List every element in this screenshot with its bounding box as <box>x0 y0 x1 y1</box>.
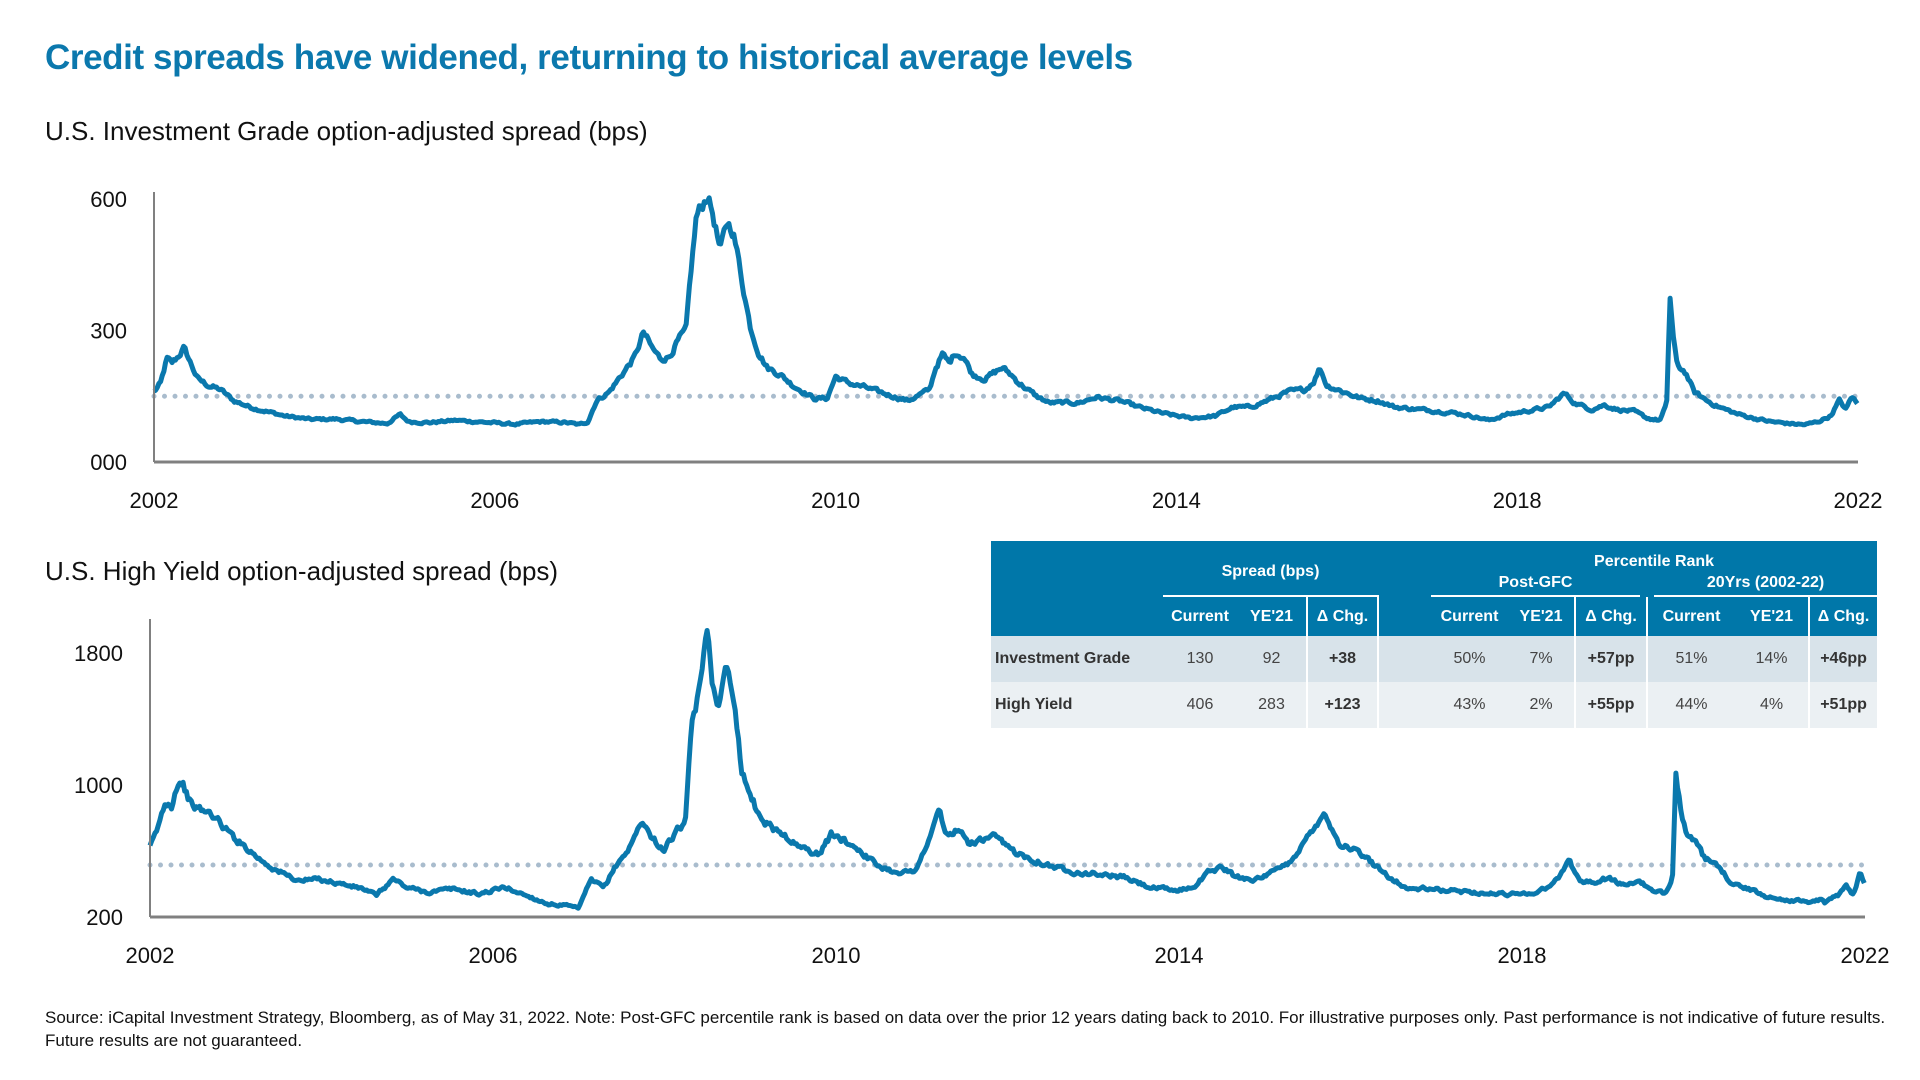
spread-current: 406 <box>1163 682 1237 728</box>
spread-ye21: 92 <box>1237 636 1307 682</box>
post-chg: +55pp <box>1574 682 1649 728</box>
y20-current: 44% <box>1647 682 1736 728</box>
y-tick-label: 1800 <box>74 641 123 666</box>
x-tick-label: 2006 <box>469 943 518 968</box>
header-spread-chg: Δ Chg. <box>1305 596 1380 636</box>
post-chg: +57pp <box>1574 636 1649 682</box>
spread-series-line <box>147 628 1867 911</box>
header-percentile-group: Percentile Rank <box>1431 541 1878 571</box>
y-tick-label: 600 <box>90 187 127 212</box>
header-20yrs-chg: Δ Chg. <box>1808 596 1878 636</box>
x-tick-label: 2018 <box>1498 943 1547 968</box>
spread-series-line <box>152 195 1860 428</box>
x-tick-label: 2010 <box>812 943 861 968</box>
header-post-gfc: Post-GFC <box>1431 571 1648 597</box>
y20-current: 51% <box>1647 636 1736 682</box>
spread-chg: +123 <box>1305 682 1380 728</box>
y20-chg: +51pp <box>1808 682 1878 728</box>
y20-chg: +46pp <box>1808 636 1878 682</box>
footnote: Source: iCapital Investment Strategy, Bl… <box>45 1008 1886 1050</box>
hy-chart-title: U.S. High Yield option-adjusted spread (… <box>45 556 559 586</box>
post-ye21: 2% <box>1508 682 1576 728</box>
page-title: Credit spreads have widened, returning t… <box>45 38 1133 77</box>
header-20yrs-ye21: YE'21 <box>1735 596 1810 636</box>
table-row-high-yield: High Yield 406 283 +123 43% 2% +55pp 44%… <box>991 682 1878 728</box>
table-row-investment-grade: Investment Grade 130 92 +38 50% 7% +57pp… <box>991 636 1878 682</box>
header-20yrs-current: Current <box>1647 596 1736 636</box>
header-blank <box>991 541 1163 636</box>
hy-spread-chart: 200 1000 1800 2002 2006 2010 2014 2018 2022 <box>74 619 1890 968</box>
x-tick-label: 2022 <box>1841 943 1890 968</box>
ig-spread-chart: 000 300 600 2002 2006 2010 2014 2018 2022 <box>90 187 1883 513</box>
x-tick-label: 2018 <box>1493 488 1542 513</box>
header-20yrs: 20Yrs (2002-22) <box>1640 571 1878 597</box>
y-tick-label: 1000 <box>74 773 123 798</box>
y20-ye21: 4% <box>1735 682 1810 728</box>
post-current: 50% <box>1431 636 1509 682</box>
y-tick-label: 000 <box>90 450 127 475</box>
row-label: High Yield <box>991 682 1163 728</box>
x-tick-label: 2014 <box>1155 943 1204 968</box>
y-tick-label: 300 <box>90 319 127 344</box>
row-label: Investment Grade <box>991 636 1163 682</box>
header-gap <box>1378 541 1432 636</box>
gap-cell <box>1378 636 1432 682</box>
ig-chart-title: U.S. Investment Grade option-adjusted sp… <box>45 116 648 146</box>
x-tick-label: 2002 <box>126 943 175 968</box>
header-post-chg: Δ Chg. <box>1574 596 1649 636</box>
x-tick-label: 2006 <box>470 488 519 513</box>
header-spread-group: Spread (bps) <box>1163 541 1379 597</box>
x-tick-label: 2022 <box>1834 488 1883 513</box>
spread-summary-table: Spread (bps) Percentile Rank Post-GFC 20… <box>991 541 1878 728</box>
spread-chg: +38 <box>1305 636 1380 682</box>
post-current: 43% <box>1431 682 1509 728</box>
y20-ye21: 14% <box>1735 636 1810 682</box>
x-tick-label: 2002 <box>130 488 179 513</box>
header-post-current: Current <box>1431 596 1509 636</box>
gap-cell <box>1378 682 1432 728</box>
spread-ye21: 283 <box>1237 682 1307 728</box>
x-tick-label: 2014 <box>1152 488 1201 513</box>
header-spread-current: Current <box>1163 596 1237 636</box>
x-tick-label: 2010 <box>811 488 860 513</box>
header-spread-ye21: YE'21 <box>1237 596 1307 636</box>
y-tick-label: 200 <box>86 905 123 930</box>
header-post-ye21: YE'21 <box>1508 596 1576 636</box>
spread-current: 130 <box>1163 636 1237 682</box>
post-ye21: 7% <box>1508 636 1576 682</box>
